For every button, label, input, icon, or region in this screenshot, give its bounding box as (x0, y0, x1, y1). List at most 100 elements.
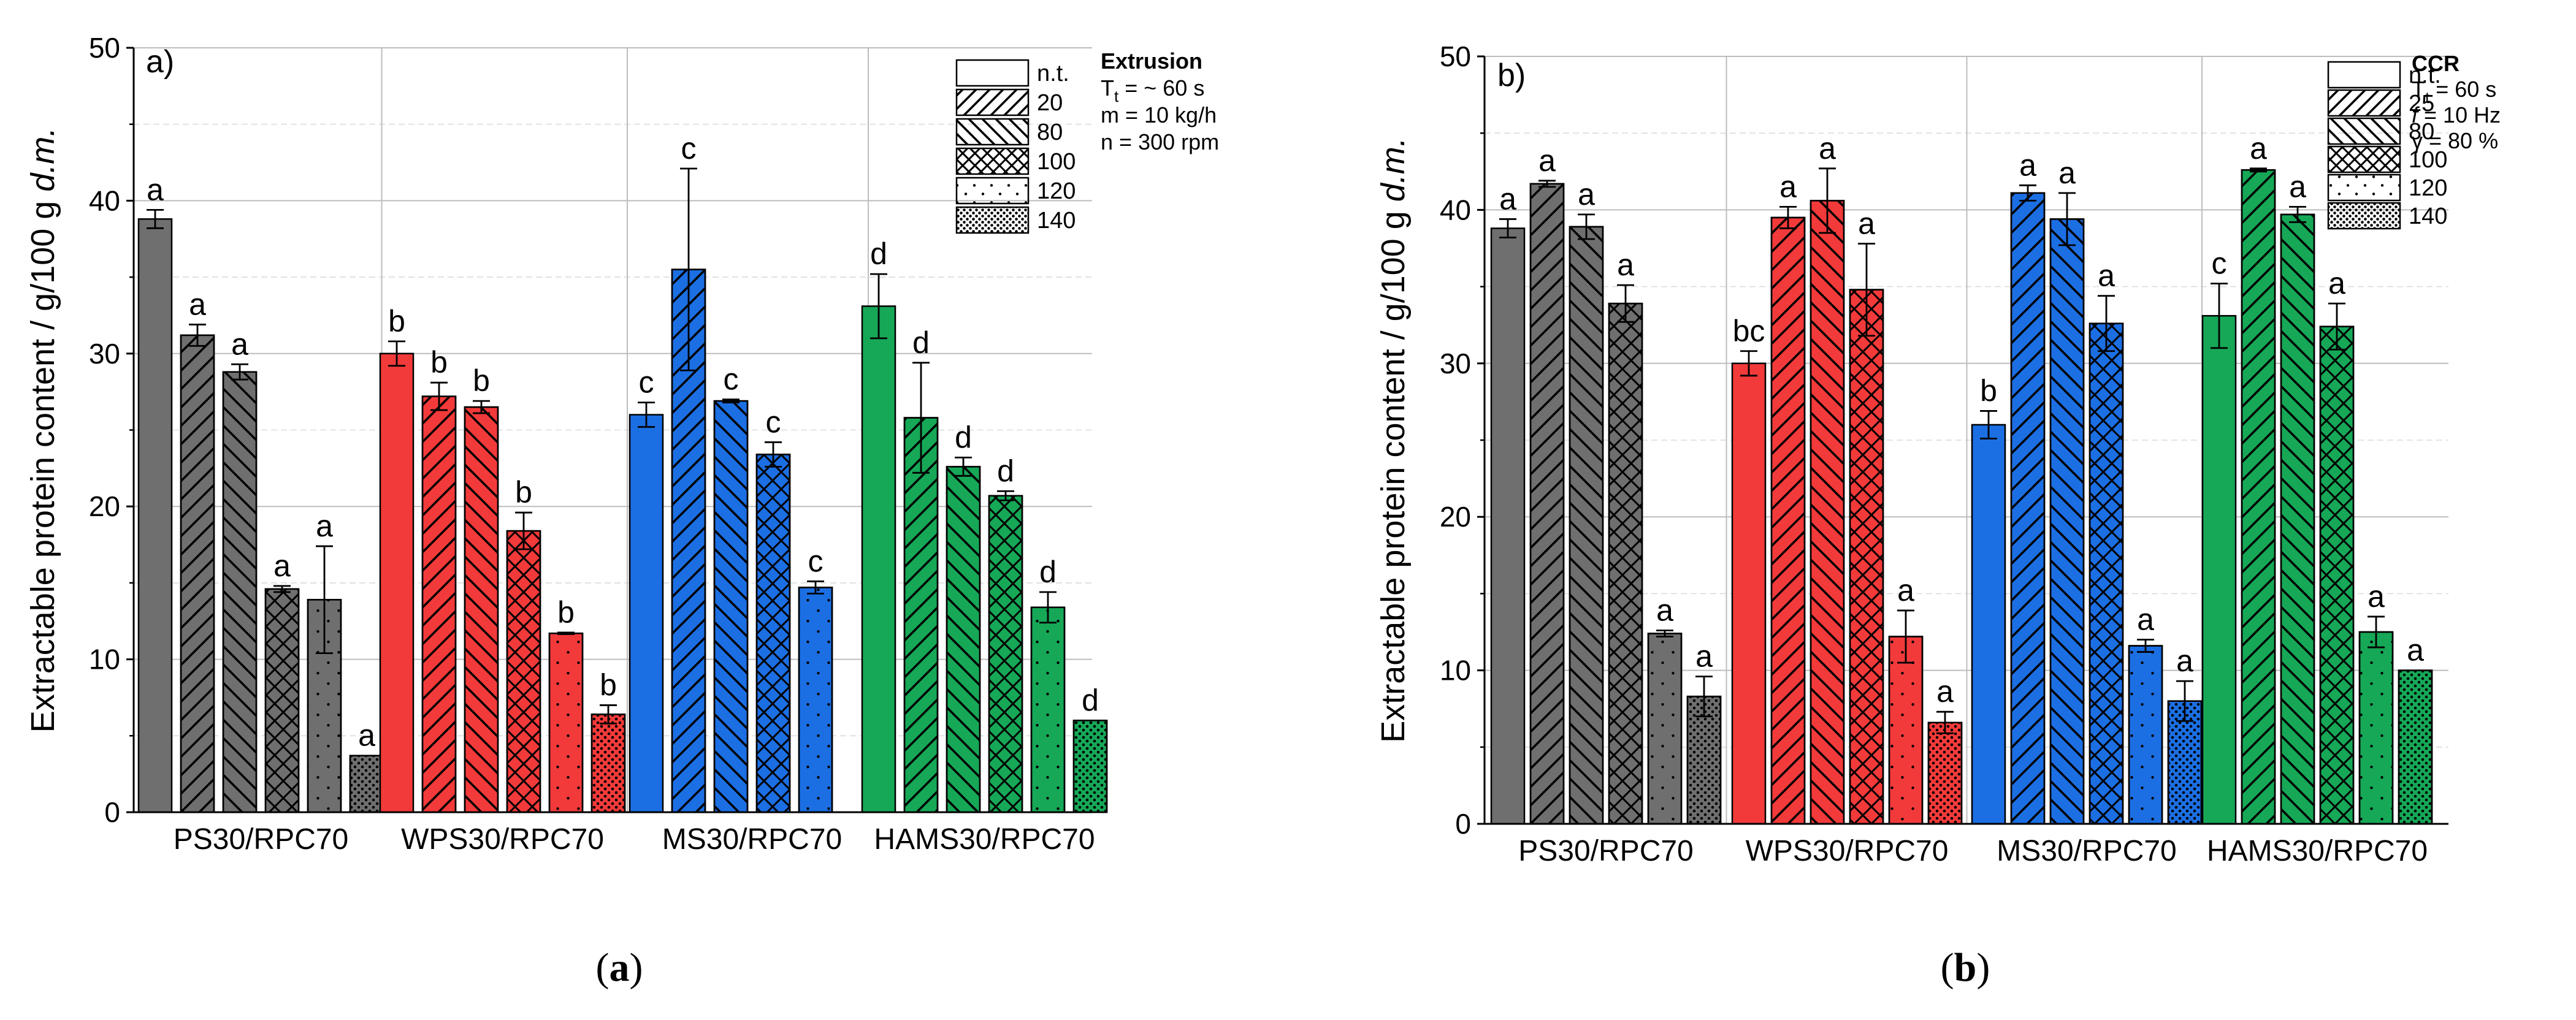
bar-wps30-rpc70-80-pattern (464, 406, 499, 813)
legend-label: 100 (1037, 149, 1076, 175)
bar-ms30-rpc70-120-pattern (798, 587, 833, 813)
bar-ps30-rpc70-120-pattern (1647, 633, 1683, 825)
bar-hams30-rpc70-140-pattern (2398, 669, 2433, 825)
x-tick-label: WPS30/RPC70 (1746, 835, 1949, 867)
x-tick-label: PS30/RPC70 (174, 823, 349, 856)
significance-letter: a (273, 549, 291, 583)
bar-wps30-rpc70-140-pattern (590, 714, 626, 813)
error-bar (1779, 205, 1797, 229)
legend-info-line: CCR (2412, 51, 2459, 76)
y-tick-label: 0 (104, 796, 120, 828)
error-bar (1980, 410, 1997, 440)
significance-letter: c (639, 365, 654, 400)
error-bar (1819, 167, 1836, 234)
significance-letter: a (1819, 131, 1836, 166)
legend-info-line: n = 300 rpm (1101, 129, 1219, 154)
bar-ms30-rpc70-25-pattern (2010, 192, 2046, 825)
legend-info-line: Tt = 60 s (2412, 77, 2496, 107)
bar-wps30-rpc70-20-pattern (421, 395, 457, 813)
significance-letter: a (1499, 181, 1516, 216)
error-bar (2058, 192, 2076, 246)
error-bar (2137, 639, 2154, 653)
panel-caption: (b) (1941, 945, 1990, 990)
significance-letter: a (231, 327, 248, 361)
y-axis-label: Extractable protein content / g/100 g d.… (1375, 137, 1412, 743)
error-bar (1578, 213, 1595, 240)
bar-ps30-rpc70-140-pattern (349, 755, 384, 813)
legend-info-line: f = 10 Hz (2412, 102, 2501, 128)
error-bar (557, 631, 575, 635)
y-axis-label-unit: d.m. (1375, 137, 1412, 202)
y-tick-label: 30 (89, 338, 120, 370)
legend-label: 120 (1037, 178, 1076, 204)
significance-letter: b (557, 595, 575, 630)
bar-ms30-rpc70-80-pattern (713, 400, 749, 813)
error-bar (765, 441, 782, 468)
bar-ps30-rpc70-140-pattern (1686, 695, 1722, 825)
y-ticks: 0 10 20 30 40 50 (1440, 40, 1485, 840)
bar-wps30-rpc70-100-pattern (1849, 289, 1884, 825)
bar-hams30-rpc70-25-pattern (2241, 169, 2276, 825)
bar-ps30-rpc70-80-pattern (1569, 226, 1604, 825)
significance-letter: a (316, 509, 333, 543)
legend-label: 80 (1037, 120, 1063, 145)
error-bar (1740, 350, 1757, 377)
significance-letter: a (2176, 644, 2193, 678)
significance-letter: a (1656, 593, 1673, 627)
y-tick-label: 40 (1440, 194, 1471, 226)
y-axis-label-main: Extractable protein content / g/100 g (25, 192, 61, 733)
error-bar (2328, 302, 2345, 351)
error-bar (912, 362, 930, 474)
bar-hams30-rpc70-120-pattern (2358, 631, 2394, 825)
significance-letter: a (2328, 266, 2345, 300)
legend-swatch-100 (2327, 145, 2401, 173)
error-bar (600, 704, 617, 725)
error-bar (231, 363, 248, 381)
bar-wps30-rpc70-120-pattern (1888, 636, 1924, 825)
y-tick-label: 40 (89, 185, 120, 216)
significance-letter: a (2407, 633, 2424, 668)
legend-label: 25 (2409, 91, 2434, 116)
y-tick-label: 50 (89, 32, 120, 64)
significance-letter: d (870, 237, 887, 271)
significance-letter: c (808, 544, 824, 578)
y-tick-label: 10 (89, 644, 120, 676)
error-bar (1039, 591, 1057, 624)
legend-swatch-25 (2327, 89, 2401, 117)
bar-wps30-rpc70-n-t (1731, 362, 1767, 825)
legend-swatch-80 (955, 118, 1030, 146)
error-bar (807, 580, 824, 595)
bar-hams30-rpc70-80-pattern (946, 466, 981, 813)
significance-letter: a (2058, 156, 2076, 190)
bar-wps30-rpc70-140-pattern (1927, 721, 1963, 825)
legend-info-line: Extrusion (1101, 48, 1202, 74)
bar-ps30-rpc70-80-pattern (222, 371, 258, 813)
error-bar (1858, 243, 1875, 337)
bar-hams30-rpc70-100-pattern (2319, 325, 2355, 825)
error-bar (2176, 680, 2193, 722)
significance-letter: a (147, 172, 164, 207)
grid (1485, 56, 2448, 824)
error-bar (2250, 167, 2267, 173)
bar-ms30-rpc70-100-pattern (755, 454, 791, 813)
error-bar (2019, 184, 2036, 202)
y-tick-label: 10 (1440, 655, 1471, 687)
legend-swatch-120 (2327, 173, 2401, 202)
bar-wps30-rpc70-100-pattern (506, 530, 541, 813)
significance-letter: a (2289, 169, 2306, 204)
bar-wps30-rpc70-120-pattern (548, 632, 584, 813)
significance-letter: a (1779, 169, 1797, 204)
bar-ps30-rpc70-n-t (1490, 227, 1526, 825)
bar-hams30-rpc70-140-pattern (1072, 720, 1108, 813)
legend-label: n.t. (1037, 61, 1069, 86)
legend-label: 140 (1037, 208, 1076, 234)
legend-swatch-140 (955, 206, 1030, 234)
error-bar (316, 545, 333, 655)
error-bar (2211, 283, 2228, 349)
significance-letter: c (724, 362, 739, 397)
legend-label: n.t. (2409, 63, 2441, 88)
legend-swatch-140 (2327, 202, 2401, 230)
legend-swatch-n-t (2327, 61, 2401, 89)
